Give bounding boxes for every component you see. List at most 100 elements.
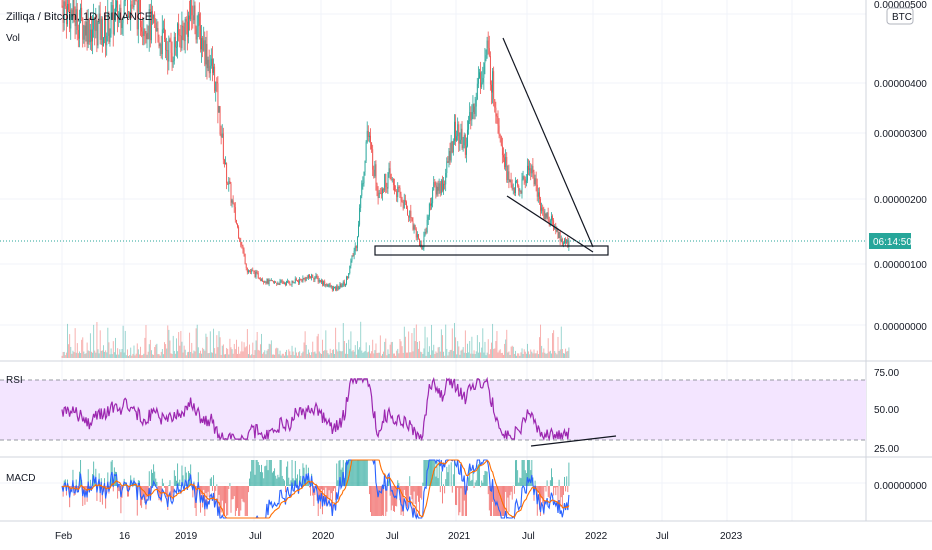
volume-bar [263, 352, 265, 358]
volume-bar [303, 342, 305, 358]
volume-bar [407, 352, 409, 358]
volume-bar [342, 323, 344, 358]
candle-body [319, 279, 321, 283]
volume-bar [349, 348, 351, 358]
macd-histogram-bar [85, 486, 87, 489]
volume-bar [247, 354, 249, 358]
macd-histogram-bar [251, 460, 253, 486]
macd-histogram-bar [422, 482, 424, 486]
volume-bar [400, 341, 402, 358]
macd-histogram-bar [280, 460, 282, 486]
descending-support-line[interactable] [506, 195, 594, 253]
volume-bar [364, 350, 366, 358]
volume-bar [516, 355, 518, 358]
volume-bar [406, 352, 407, 358]
candle-body [356, 236, 358, 248]
volume-bar [150, 350, 152, 358]
volume-bar [168, 329, 170, 358]
volume-bar [252, 342, 254, 358]
time-label: 2023 [720, 531, 743, 542]
macd-histogram-bar [444, 486, 446, 494]
candle-body [346, 276, 347, 284]
price-pane[interactable] [0, 0, 866, 360]
candle-body [182, 25, 184, 28]
macd-histogram-bar [391, 486, 393, 506]
candle-body [472, 103, 474, 112]
price-axis[interactable]: 0.00000500 0.00000400 0.00000300 0.00000… [874, 0, 927, 333]
candle-body [321, 280, 322, 283]
candle-body [83, 25, 85, 40]
macd-histogram-bar [447, 472, 449, 486]
macd-histogram-bar [334, 486, 335, 489]
volume-bar [487, 339, 489, 358]
volume-bar [111, 354, 113, 358]
candlestick-series[interactable] [61, 0, 570, 292]
volume-bar [146, 354, 148, 358]
candle-body [494, 99, 496, 108]
macd-histogram-bar [256, 460, 258, 486]
volume-bar [287, 355, 289, 358]
volume-bar [339, 350, 341, 358]
volume-bar [412, 351, 414, 358]
candle-body [341, 285, 343, 288]
macd-histogram-bar [265, 465, 267, 486]
macd-histogram-bar [210, 477, 212, 486]
macd-histogram-bar [555, 486, 557, 496]
macd-histogram-bar [353, 460, 355, 486]
candle-body [219, 106, 221, 135]
descending-resistance-line[interactable] [502, 37, 594, 248]
macd-histogram-bar [442, 486, 443, 504]
volume-bar [321, 353, 322, 358]
macd-histogram-bar [89, 479, 91, 486]
candle-body [553, 220, 555, 230]
candle-body [232, 200, 234, 204]
volume-bar [389, 344, 391, 358]
candle-body [143, 28, 145, 37]
time-axis[interactable]: Feb 16 2019 Jul 2020 Jul 2021 Jul 2022 J… [55, 531, 743, 542]
candle-body [84, 25, 86, 36]
trendline-drawings[interactable] [374, 37, 617, 447]
volume-bar [432, 350, 434, 358]
macd-histogram-bar [407, 486, 409, 508]
macd-histogram-bar [414, 486, 416, 504]
volume-bar [408, 331, 410, 358]
macd-histogram-bar [145, 486, 147, 510]
candle-body [285, 283, 286, 285]
candle-body [128, 16, 129, 18]
macd-histogram-bar [239, 486, 241, 516]
candle-body [281, 280, 283, 282]
candle-body [189, 15, 191, 20]
candle-body [420, 244, 422, 247]
volume-bar [449, 350, 451, 358]
volume-bar [452, 351, 454, 358]
volume-bar [180, 330, 182, 358]
volume-bar [202, 347, 204, 358]
macd-histogram-bar [346, 460, 347, 486]
candle-body [198, 13, 200, 26]
candle-body [109, 33, 111, 43]
candle-body [264, 281, 266, 283]
macd-histogram-bar [293, 480, 295, 486]
volume-bar [106, 352, 108, 358]
candle-body [292, 280, 294, 283]
candle-body [540, 199, 542, 211]
volume-bar [130, 347, 132, 358]
volume-bar [285, 351, 286, 358]
macd-histogram-bar [373, 486, 375, 516]
volume-bar [520, 352, 522, 358]
volume-bar [87, 350, 89, 358]
volume-bar [118, 354, 120, 358]
macd-histogram-bar [222, 486, 224, 516]
macd-histogram-bar [205, 486, 207, 494]
macd-histogram-bar [146, 486, 148, 497]
volume-bar [103, 345, 104, 358]
support-zone-rectangle[interactable] [374, 245, 609, 256]
rsi-divergence-line[interactable] [530, 435, 617, 447]
macd-histogram-bar [147, 486, 149, 496]
volume-bar [302, 351, 304, 358]
macd-histogram-bar [336, 463, 338, 486]
candle-body [342, 281, 344, 286]
macd-histogram-bar [233, 486, 235, 497]
currency-badge[interactable] [886, 7, 914, 25]
